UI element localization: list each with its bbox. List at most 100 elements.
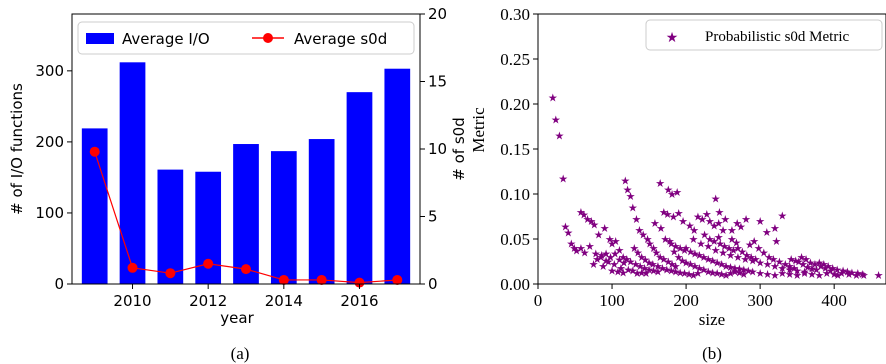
scatter-point: ★ xyxy=(724,242,734,255)
scatter-point: ★ xyxy=(711,193,721,206)
scatter-point: ★ xyxy=(777,267,787,280)
scatter-point: ★ xyxy=(644,256,654,269)
scatter-point: ★ xyxy=(633,247,643,260)
bar-2016 xyxy=(346,92,373,284)
scatter-point: ★ xyxy=(833,269,843,282)
scatter-point: ★ xyxy=(689,269,699,282)
scatter-point: ★ xyxy=(685,220,695,233)
scatter-point: ★ xyxy=(696,238,706,251)
scatter-point: ★ xyxy=(653,260,663,273)
scatter-point: ★ xyxy=(763,258,773,271)
scatter-point: ★ xyxy=(666,265,676,278)
scatter-point: ★ xyxy=(726,249,736,262)
y2-axis-label-a: # of s0d xyxy=(450,117,468,180)
marker-2014 xyxy=(278,274,289,285)
scatter-point: ★ xyxy=(589,258,599,271)
scatter-point: ★ xyxy=(708,266,718,279)
scatter-point: ★ xyxy=(718,224,728,237)
scatter-point: ★ xyxy=(611,235,621,248)
scatter-point: ★ xyxy=(678,215,688,228)
scatter-point: ★ xyxy=(711,244,721,257)
scatter-point: ★ xyxy=(675,266,685,279)
scatter-point: ★ xyxy=(770,260,780,273)
scatter-point: ★ xyxy=(592,253,602,266)
scatter-point: ★ xyxy=(746,251,756,264)
scatter-point: ★ xyxy=(730,265,740,278)
scatter-point: ★ xyxy=(606,251,616,264)
scatter-point: ★ xyxy=(663,184,673,197)
scatter-point: ★ xyxy=(791,255,801,268)
scatter-point: ★ xyxy=(777,262,787,275)
marker-2009 xyxy=(89,146,100,157)
scatter-point: ★ xyxy=(649,265,659,278)
scatter-point: ★ xyxy=(770,269,780,282)
scatter-point: ★ xyxy=(637,266,647,279)
scatter-point: ★ xyxy=(811,264,821,277)
scatter-point: ★ xyxy=(774,256,784,269)
scatter-point: ★ xyxy=(715,238,725,251)
scatter-point: ★ xyxy=(814,269,824,282)
scatter-point: ★ xyxy=(771,235,781,248)
scatter-point: ★ xyxy=(798,258,808,271)
scatter-point: ★ xyxy=(607,265,617,278)
y-axis-label-b: Metric xyxy=(469,107,488,153)
scatter-point: ★ xyxy=(677,255,687,268)
scatter-point: ★ xyxy=(632,267,642,280)
x-tick-label-b-200: 200 xyxy=(673,291,699,310)
scatter-point: ★ xyxy=(689,233,699,246)
scatter-point: ★ xyxy=(666,238,676,251)
scatter-point: ★ xyxy=(789,262,799,275)
legend-marker-average-s0d xyxy=(263,33,273,43)
scatter-point: ★ xyxy=(745,238,755,251)
scatter-point: ★ xyxy=(755,215,765,228)
x-axis-label-a: year xyxy=(220,309,254,327)
marker-2017 xyxy=(392,274,403,285)
scatter-point: ★ xyxy=(800,267,810,280)
scatter-point: ★ xyxy=(785,260,795,273)
scatter-point: ★ xyxy=(731,237,741,250)
scatter-point: ★ xyxy=(714,231,724,244)
scatter-point: ★ xyxy=(792,265,802,278)
scatter-point: ★ xyxy=(729,244,739,257)
x-tick-label-2010: 2010 xyxy=(113,292,151,310)
scatter-point: ★ xyxy=(769,253,779,266)
scatter-point: ★ xyxy=(700,229,710,242)
scatter-point: ★ xyxy=(613,265,623,278)
y-tick-label-b-0.25: 0.25 xyxy=(500,50,530,69)
scatter-point: ★ xyxy=(770,222,780,235)
y-axis-left-a: 0 100 200 300 xyxy=(35,62,72,293)
scatter-point: ★ xyxy=(686,258,696,271)
scatter-point: ★ xyxy=(576,206,586,219)
scatter-point: ★ xyxy=(662,264,672,277)
scatter-point: ★ xyxy=(655,251,665,264)
scatter-point: ★ xyxy=(663,256,673,269)
y-tick-label-b-0.10: 0.10 xyxy=(500,185,530,204)
scatter-point: ★ xyxy=(736,220,746,233)
scatter-point: ★ xyxy=(810,258,820,271)
scatter-point: ★ xyxy=(629,242,639,255)
legend-box-b xyxy=(645,19,883,51)
scatter-point: ★ xyxy=(819,258,829,271)
scatter-point: ★ xyxy=(589,219,599,232)
scatter-point: ★ xyxy=(708,255,718,268)
scatter-point: ★ xyxy=(626,190,636,203)
scatter-point: ★ xyxy=(843,265,853,278)
scatter-point: ★ xyxy=(653,265,663,278)
scatter-point: ★ xyxy=(721,269,731,282)
scatter-point: ★ xyxy=(762,226,772,239)
scatter-point: ★ xyxy=(600,222,610,235)
scatter-point: ★ xyxy=(742,249,752,262)
legend-box-a xyxy=(77,21,415,55)
scatter-point: ★ xyxy=(820,262,830,275)
scatter-point: ★ xyxy=(703,265,713,278)
scatter-point: ★ xyxy=(857,268,867,281)
scatter-point: ★ xyxy=(558,173,568,186)
scatter-point: ★ xyxy=(734,263,744,276)
scatter-point: ★ xyxy=(681,256,691,269)
scatter-point: ★ xyxy=(560,220,570,233)
scatter-point: ★ xyxy=(596,251,606,264)
scatter-point: ★ xyxy=(741,213,751,226)
scatter-point: ★ xyxy=(650,217,660,230)
scatter-point: ★ xyxy=(648,258,658,271)
y-axis-right-a: 0 5 10 15 20 xyxy=(420,5,447,293)
